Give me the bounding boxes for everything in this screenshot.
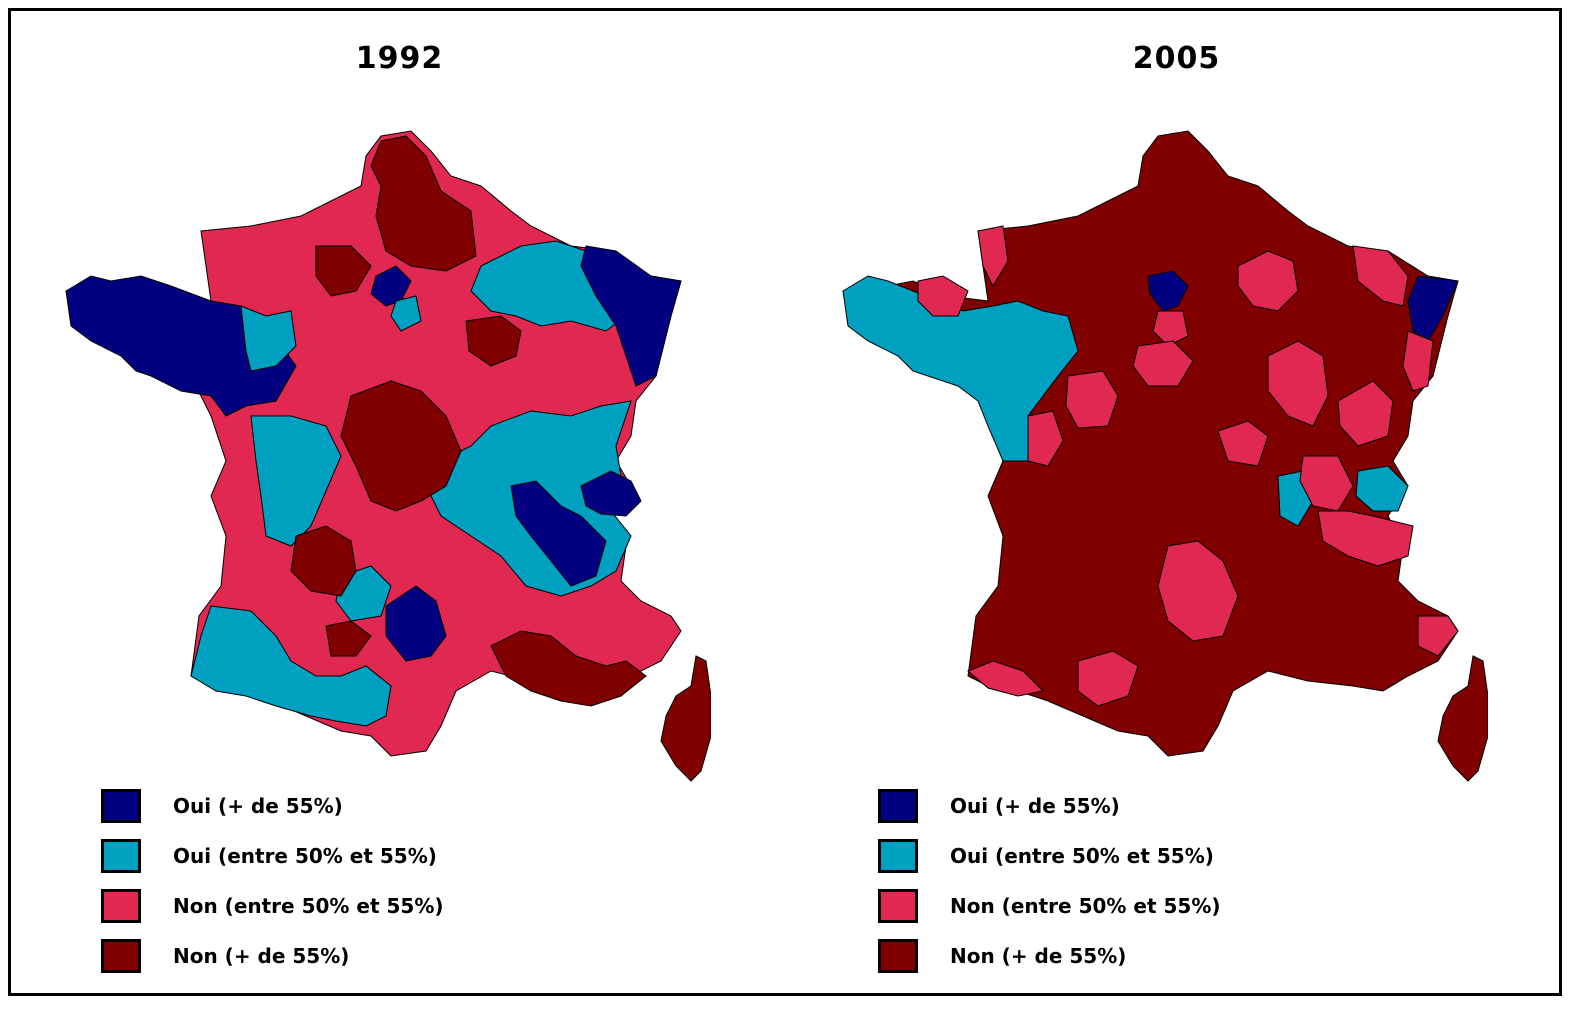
legend-swatch xyxy=(101,889,141,923)
legend-label: Non (entre 50% et 55%) xyxy=(950,894,1221,918)
region-limousin-non xyxy=(290,525,357,597)
map-title: 1992 xyxy=(355,41,444,76)
region-west-oui xyxy=(240,305,297,372)
map-title: 2005 xyxy=(1132,41,1221,76)
region-brittany xyxy=(65,275,297,417)
legend-item-oui-strong: Oui (+ de 55%) xyxy=(878,781,1221,831)
region-southwest-oui xyxy=(190,605,392,727)
region-auvergne-non xyxy=(1157,540,1239,642)
legend-item-oui-strong: Oui (+ de 55%) xyxy=(101,781,444,831)
region-lorraine-non xyxy=(1352,245,1409,307)
region-marne-non xyxy=(465,315,522,367)
legend-label: Non (+ de 55%) xyxy=(950,944,1127,968)
legend-item-non-weak: Non (entre 50% et 55%) xyxy=(878,881,1221,931)
legend-swatch xyxy=(878,889,918,923)
region-paris-ring-oui xyxy=(390,295,422,332)
region-savoie-oui xyxy=(580,470,642,517)
region-corsica-non xyxy=(1437,655,1488,782)
region-vendee-non xyxy=(1027,410,1064,467)
legend-label: Oui (+ de 55%) xyxy=(173,794,343,818)
region-northeast-non xyxy=(1237,250,1299,312)
map-panel-2005: 2005 xyxy=(788,11,1565,993)
region-landes-non xyxy=(967,660,1045,697)
legend-label: Oui (+ de 55%) xyxy=(950,794,1120,818)
region-eure-non xyxy=(1065,370,1119,429)
region-vosges-non xyxy=(1402,330,1434,392)
legend: Oui (+ de 55%) Oui (entre 50% et 55%) No… xyxy=(101,781,444,981)
region-paris-south-non xyxy=(1132,340,1194,387)
region-south-non xyxy=(490,630,647,707)
map-panel-1992: 1992 xyxy=(11,11,788,993)
region-yvelines-non xyxy=(1152,310,1189,347)
figure-frame: 1992 xyxy=(8,8,1562,996)
legend-swatch xyxy=(101,939,141,973)
legend-item-oui-weak: Oui (entre 50% et 55%) xyxy=(101,831,444,881)
region-alsace-oui xyxy=(580,245,682,387)
region-north-non xyxy=(370,135,477,272)
region-rhone-oui xyxy=(510,480,607,587)
region-corsica-non xyxy=(660,655,711,782)
region-tarn-non xyxy=(325,620,372,657)
legend-item-non-weak: Non (entre 50% et 55%) xyxy=(101,881,444,931)
region-center-non xyxy=(340,380,462,512)
region-savoie-oui xyxy=(1355,465,1409,512)
region-gers-non xyxy=(1077,650,1139,707)
legend-label: Oui (entre 50% et 55%) xyxy=(173,844,437,868)
legend-swatch xyxy=(878,939,918,973)
france-map-2005 xyxy=(842,130,1488,782)
region-finistere-non xyxy=(917,275,969,317)
region-marne-non xyxy=(1217,420,1269,467)
region-burgundy-non xyxy=(1267,340,1329,427)
region-paris-oui xyxy=(1147,270,1189,312)
france-map-1992 xyxy=(65,130,711,782)
legend-swatch xyxy=(101,839,141,873)
region-picardy-non xyxy=(315,245,372,297)
legend-item-non-strong: Non (+ de 55%) xyxy=(878,931,1221,981)
legend-item-non-strong: Non (+ de 55%) xyxy=(101,931,444,981)
legend-swatch xyxy=(878,839,918,873)
legend-item-oui-weak: Oui (entre 50% et 55%) xyxy=(878,831,1221,881)
legend-swatch xyxy=(878,789,918,823)
region-alpes-maritimes-non xyxy=(1417,615,1459,657)
region-franche-comte-non xyxy=(1337,380,1394,447)
region-normandy-non xyxy=(977,225,1009,288)
legend: Oui (+ de 55%) Oui (entre 50% et 55%) No… xyxy=(878,781,1221,981)
region-center-west-oui xyxy=(250,415,342,547)
region-lozere-oui xyxy=(385,585,447,662)
legend-label: Oui (entre 50% et 55%) xyxy=(950,844,1214,868)
legend-swatch xyxy=(101,789,141,823)
region-isere-non xyxy=(1317,510,1414,567)
legend-label: Non (entre 50% et 55%) xyxy=(173,894,444,918)
legend-label: Non (+ de 55%) xyxy=(173,944,350,968)
